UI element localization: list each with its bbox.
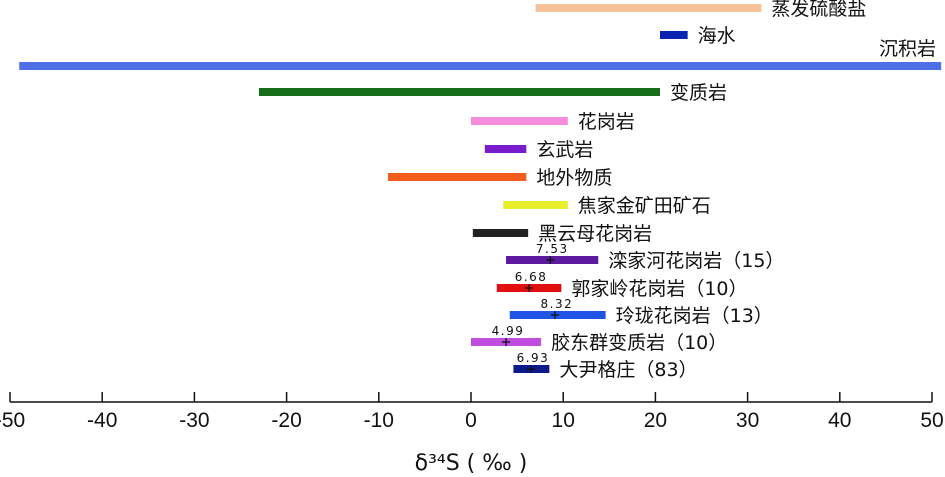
x-tick-label: 30 [736,409,759,432]
series-label: 玲珑花岗岩（13） [616,305,773,327]
range-bar [472,229,529,237]
x-axis: -50 -40 -30 -20 -10 0 10 20 30 40 50 [0,392,944,432]
series-label: 蒸发硫酸盐 [771,0,866,20]
range-bar [503,201,568,209]
series-label: 玄武岩 [536,139,593,161]
x-tick-label: 40 [828,409,851,432]
x-tick-label: -50 [0,409,25,432]
series-label: 滦家河花岗岩（15） [608,250,784,272]
mean-value-label: 6.93 [517,351,550,365]
x-tick-label: -40 [87,409,117,432]
mean-value-label: 8.32 [541,297,574,311]
series-label: 花岗岩 [578,111,635,133]
series-9: 滦家河花岗岩（15） 7.53 [506,242,784,272]
series-label: 地外物质 [536,167,612,189]
series-label: 黑云母花岗岩 [538,223,652,245]
series-0: 蒸发硫酸盐 [535,0,866,20]
x-tick-label: -20 [271,409,301,432]
range-bar [660,31,688,39]
series-label: 胶东群变质岩（10） [551,332,727,354]
range-bar [471,117,568,125]
series-5: 玄武岩 [484,139,593,161]
series-12: 胶东群变质岩（10） 4.99 [471,324,727,354]
series-4: 花岗岩 [471,111,635,133]
x-tick-label: 50 [920,409,943,432]
range-bar [484,145,527,153]
mean-value-label: 4.99 [492,324,525,338]
range-bar [535,4,762,12]
series-label: 大尹格庄（83） [559,359,697,381]
x-tick-label: 0 [465,409,477,432]
series-2: 沉积岩 [19,38,942,70]
series-8: 黑云母花岗岩 [472,223,652,245]
series-10: 郭家岭花岗岩（10） 6.68 [496,270,748,300]
range-bar [388,173,527,181]
series-label: 海水 [698,25,736,47]
series-3: 变质岩 [258,82,727,104]
series-label: 沉积岩 [879,38,936,60]
x-tick-label: 10 [552,409,575,432]
mean-value-label: 7.53 [536,242,569,256]
range-bar [258,88,661,96]
x-tick-label: -30 [179,409,209,432]
x-axis-label: δ³⁴S ( ‰ ) [415,451,528,476]
range-bars: 蒸发硫酸盐海水沉积岩变质岩花岗岩玄武岩地外物质焦家金矿田矿石黑云母花岗岩滦家河花… [19,0,942,381]
series-7: 焦家金矿田矿石 [503,195,711,217]
series-label: 变质岩 [670,82,727,104]
series-label: 郭家岭花岗岩（10） [571,278,747,300]
series-13: 大尹格庄（83） 6.93 [513,351,698,381]
x-tick-label: 20 [644,409,667,432]
x-tick-label: -10 [364,409,394,432]
series-6: 地外物质 [388,167,612,189]
range-bar [19,62,942,70]
series-11: 玲珑花岗岩（13） 8.32 [509,297,773,327]
mean-value-label: 6.68 [515,270,548,284]
series-label: 焦家金矿田矿石 [578,195,711,217]
series-1: 海水 [660,25,736,47]
